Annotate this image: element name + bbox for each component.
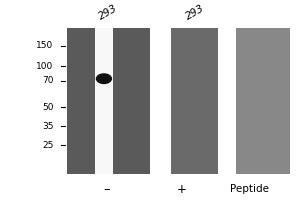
Bar <box>150 28 171 174</box>
Text: –: – <box>103 183 110 196</box>
Bar <box>171 28 218 174</box>
Text: Peptide: Peptide <box>230 184 269 194</box>
Bar <box>218 28 236 174</box>
Text: 150: 150 <box>36 41 53 50</box>
Text: 100: 100 <box>36 62 53 71</box>
Bar <box>67 28 290 174</box>
Bar <box>113 28 150 174</box>
Bar <box>236 28 290 174</box>
Ellipse shape <box>96 73 112 84</box>
Text: 50: 50 <box>42 103 53 112</box>
Text: 70: 70 <box>42 76 53 85</box>
Text: 35: 35 <box>42 122 53 131</box>
Bar <box>95 28 113 174</box>
Text: 293: 293 <box>184 3 206 22</box>
Text: +: + <box>176 183 186 196</box>
Text: 293: 293 <box>97 3 119 22</box>
Text: 25: 25 <box>42 141 53 150</box>
Bar <box>67 28 95 174</box>
